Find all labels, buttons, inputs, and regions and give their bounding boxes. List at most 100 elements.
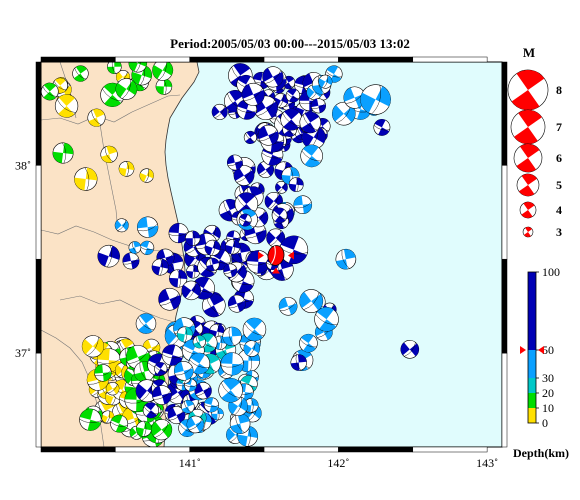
mechanism-lobe: [124, 369, 135, 384]
mechanism-lobe: [174, 361, 184, 374]
mechanism-lobe: [201, 342, 215, 353]
mechanism-lobe: [115, 423, 128, 433]
mechanism-lobe: [139, 172, 147, 182]
mechanism-lobe: [255, 229, 267, 244]
mechanism-nodal-plane: [325, 71, 343, 78]
mechanism-lobe: [283, 119, 299, 131]
frame-tick: [412, 56, 488, 63]
mechanism-nodal-plane: [121, 79, 131, 99]
x-tick-label: 142˚: [327, 456, 349, 470]
mechanism-lobe: [245, 137, 255, 144]
mechanism-lobe: [268, 154, 283, 166]
mechanism-lobe: [124, 388, 137, 400]
mechanism-nodal-plane: [191, 230, 196, 246]
mechanism-nodal-plane: [236, 196, 256, 212]
magnitude-ball-lobe: [518, 185, 535, 196]
mechanism-lobe: [343, 249, 356, 260]
mechanism-lobe: [237, 434, 248, 447]
mechanism-ball: [186, 264, 201, 279]
mechanism-ball: [139, 240, 155, 255]
mechanism-nodal-plane: [117, 219, 127, 231]
mechanism-lobe: [274, 221, 285, 229]
magnitude-legend-ball: [519, 201, 537, 219]
mechanism-lobe: [301, 122, 316, 133]
mechanism-ball: [226, 154, 243, 171]
mechanism-nodal-plane: [269, 193, 279, 210]
mechanism-lobe: [360, 92, 376, 113]
depth-scale-band: [528, 378, 536, 393]
depth-scale-band: [528, 350, 536, 378]
mechanism-lobe: [43, 82, 56, 92]
mechanism-nodal-plane: [371, 84, 381, 115]
y-tick-label: 37˚: [15, 346, 31, 360]
mechanism-lobe: [155, 362, 165, 369]
mechanism-nodal-plane: [153, 390, 171, 400]
mechanism-lobe: [200, 267, 215, 277]
mechanism-lobe: [246, 329, 263, 341]
mechanism-lobe: [153, 379, 165, 388]
mechanism-ball: [152, 62, 174, 81]
mechanism-lobe: [212, 105, 220, 117]
mechanism-lobe: [143, 421, 152, 431]
mechanism-ball: [135, 313, 157, 334]
mechanism-lobe: [251, 342, 260, 354]
mechanism-lobe: [257, 162, 266, 175]
mechanism-lobe: [186, 417, 196, 429]
mechanism-nodal-plane: [245, 227, 266, 239]
mechanism-nodal-plane: [159, 258, 163, 276]
mechanism-nodal-plane: [220, 362, 244, 368]
mechanism-lobe: [264, 195, 274, 208]
depth-scale-band: [528, 408, 536, 423]
mechanism-lobe: [287, 88, 297, 96]
mechanism-nodal-plane: [403, 342, 416, 357]
mechanism-ball: [110, 414, 129, 433]
mechanism-lobe: [275, 183, 282, 192]
mechanism-nodal-plane: [315, 313, 338, 325]
mechanism-ball: [94, 364, 112, 382]
magnitude-ball-lobe: [521, 174, 538, 185]
highlight-event: [267, 245, 285, 266]
depth-scale-label: 20: [542, 386, 554, 400]
mechanism-lobe: [400, 342, 410, 356]
mechanism-nodal-plane: [145, 168, 150, 183]
mechanism-nodal-plane: [373, 124, 390, 131]
frame-tick: [412, 446, 488, 453]
frame-tick: [338, 56, 414, 63]
mechanism-lobe: [197, 335, 206, 342]
frame-tick: [338, 446, 414, 453]
mechanism-lobe: [311, 98, 319, 108]
mechanism-lobe: [246, 318, 263, 330]
mechanism-lobe: [312, 84, 323, 95]
frame-tick: [115, 56, 190, 63]
mechanism-nodal-plane: [248, 341, 256, 357]
magnitude-legend-ball: [510, 109, 546, 145]
mechanism-lobe: [301, 334, 314, 344]
mechanism-nodal-plane: [203, 404, 219, 408]
mechanism-lobe: [115, 364, 124, 376]
mechanism-ball: [118, 161, 135, 177]
mechanism-lobe: [79, 408, 94, 420]
mechanism-nodal-plane: [239, 218, 252, 223]
mechanism-nodal-plane: [299, 339, 317, 348]
mechanism-ball: [400, 340, 420, 359]
mechanism-lobe: [297, 349, 312, 361]
mechanism-lobe: [115, 82, 127, 98]
mechanism-nodal-plane: [143, 420, 147, 437]
mechanism-ball: [154, 362, 168, 376]
mechanism-lobe: [230, 423, 243, 434]
mechanism-ball: [122, 252, 140, 270]
mechanism-nodal-plane: [195, 336, 203, 348]
mechanism-nodal-plane: [137, 223, 158, 232]
mechanism-ball: [220, 352, 244, 376]
mechanism-lobe: [152, 265, 161, 276]
mechanism-ball: [335, 248, 357, 270]
mechanism-ball: [181, 399, 195, 414]
mechanism-lobe: [203, 387, 212, 399]
mechanism-ball: [203, 397, 219, 413]
mechanism-lobe: [74, 177, 86, 191]
mechanism-lobe: [120, 338, 134, 349]
mechanism-lobe: [343, 87, 355, 102]
mechanism-lobe: [289, 95, 299, 103]
mechanism-ball: [227, 294, 246, 313]
mechanism-lobe: [116, 71, 124, 82]
